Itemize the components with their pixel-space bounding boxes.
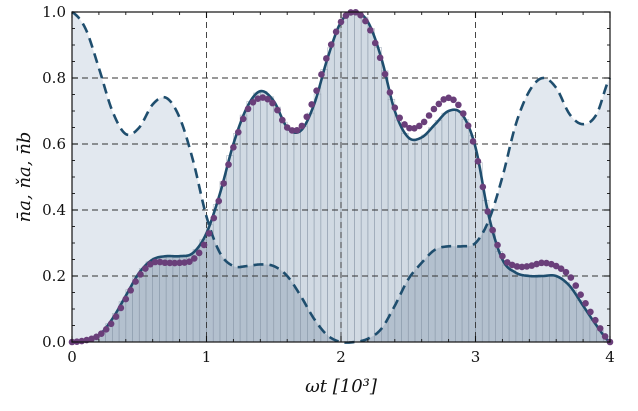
series-dot	[191, 255, 198, 262]
series-dot	[132, 278, 139, 285]
series-dot	[113, 313, 120, 320]
y-tick-label: 1.0	[42, 3, 66, 21]
series-dot	[577, 291, 584, 298]
series-dot	[392, 104, 399, 111]
series-dot	[245, 106, 252, 113]
y-tick-label: 0.6	[42, 135, 66, 153]
series-dot	[475, 158, 482, 165]
x-tick-label: 3	[471, 348, 481, 366]
series-dot	[123, 296, 130, 303]
y-tick-label: 0.2	[42, 267, 66, 285]
y-tick-label: 0.8	[42, 69, 66, 87]
series-dot	[568, 274, 575, 281]
x-tick-label: 4	[605, 348, 615, 366]
series-dot	[377, 54, 384, 61]
series-dot	[597, 325, 604, 332]
series-dot	[382, 71, 389, 78]
series-dot	[426, 112, 433, 119]
y-tick-label: 0.4	[42, 201, 66, 219]
x-tick-label: 0	[67, 348, 77, 366]
series-dot	[362, 18, 369, 25]
series-dot	[196, 250, 203, 257]
series-dot	[215, 198, 222, 205]
series-dot	[328, 41, 335, 48]
series-dot	[240, 116, 247, 123]
series-dot	[387, 89, 394, 96]
series-dot	[396, 115, 403, 122]
series-dot	[230, 144, 237, 151]
series-dot	[357, 12, 364, 19]
series-dot	[431, 106, 438, 113]
series-dot	[299, 123, 306, 130]
series-dot	[269, 100, 276, 107]
series-dot	[460, 110, 467, 117]
series-dot	[103, 326, 110, 333]
x-tick-label: 1	[202, 348, 212, 366]
series-dot	[323, 55, 330, 62]
y-tick-label: 0.0	[42, 333, 66, 351]
series-dot	[592, 317, 599, 324]
series-dot	[333, 28, 340, 35]
series-dot	[225, 161, 232, 168]
series-dot	[436, 101, 443, 108]
series-dot	[313, 87, 320, 94]
series-dot	[563, 269, 570, 276]
series-dot	[450, 96, 457, 103]
series-dot	[470, 138, 477, 145]
series-dot	[489, 227, 496, 234]
series-dot	[137, 271, 144, 278]
series-dot	[127, 287, 134, 294]
series-dot	[421, 119, 428, 126]
series-dot	[572, 282, 579, 289]
series-dot	[211, 215, 218, 222]
series-dot	[587, 309, 594, 316]
series-dot	[201, 242, 208, 249]
series-dot	[582, 300, 589, 307]
series-dot	[118, 305, 125, 312]
series-dot	[494, 242, 501, 249]
series-dot	[206, 230, 213, 237]
series-dot	[108, 321, 115, 328]
series-dot	[484, 208, 491, 215]
series-dot	[220, 180, 227, 187]
series-dot	[318, 71, 325, 78]
series-dot	[279, 117, 286, 124]
series-dot	[235, 129, 242, 136]
series-dot	[455, 102, 462, 109]
series-dot	[274, 107, 281, 114]
series-dot	[367, 27, 374, 34]
x-tick-label: 2	[336, 348, 346, 366]
x-axis-label: ωt [10³]	[305, 376, 378, 397]
series-dot	[372, 40, 379, 47]
series-dot	[480, 184, 487, 191]
y-axis-label: n̄a, ňa, n̄b	[14, 132, 35, 223]
series-dot	[602, 333, 609, 340]
series-dot	[308, 101, 315, 108]
series-dot	[303, 113, 310, 120]
series-dot	[465, 122, 472, 129]
series-dot	[499, 253, 506, 260]
series-dot	[338, 19, 345, 26]
